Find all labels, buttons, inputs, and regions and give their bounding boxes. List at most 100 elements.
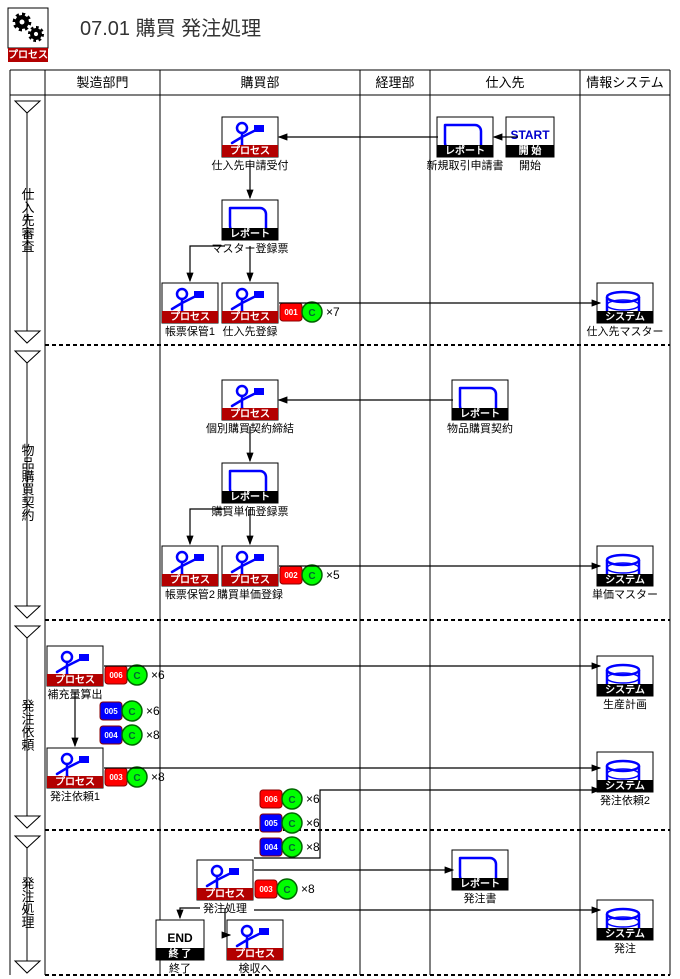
phase-label-p1: 仕入先審査: [20, 188, 35, 253]
node-proc_issue: プロセス発注処理003C×8: [197, 860, 315, 915]
node-proc_order_req: プロセス発注依頼1003C×8: [47, 748, 165, 803]
node-proc_price_reg: プロセス購買単価登録002 C ×5: [217, 546, 340, 601]
node-badge_row7: 004 C ×8: [260, 837, 320, 857]
node-sys_order_req2: システム発注依頼2: [597, 752, 653, 807]
svg-text:システム: システム: [605, 928, 645, 940]
svg-text:004: 004: [104, 731, 118, 740]
svg-text:C: C: [128, 707, 135, 718]
svg-text:プロセス: プロセス: [170, 573, 210, 586]
node-label-sys_order: 発注: [614, 941, 636, 955]
svg-text:×8: ×8: [151, 770, 165, 784]
svg-text:システム: システム: [605, 574, 645, 586]
phase-label-p2: 物品購買契約: [20, 444, 35, 522]
svg-text:003: 003: [259, 885, 273, 894]
node-label-sys_plan: 生産計画: [603, 697, 647, 711]
node-sys_order: システム発注: [597, 900, 653, 955]
svg-text:レポート: レポート: [460, 407, 500, 420]
node-end: END終 了終了: [156, 920, 204, 975]
svg-text:開 始: 開 始: [519, 144, 542, 157]
lane-header-acct: 経理部: [375, 75, 414, 90]
node-label-rep_po: 発注書: [464, 891, 497, 905]
svg-text:レポート: レポート: [460, 877, 500, 890]
node-label-end: 終了: [169, 961, 191, 975]
node-label-start1: 開始: [519, 158, 541, 172]
node-badge_row5: 006 C ×6: [260, 789, 320, 809]
svg-text:001: 001: [284, 308, 298, 317]
node-rep_new: レポート新規取引申請書: [427, 117, 504, 172]
lane-header-sys: 情報システム: [586, 75, 664, 90]
svg-text:終 了: 終 了: [169, 947, 192, 960]
lane-header-buy: 購買部: [240, 75, 279, 90]
svg-text:×6: ×6: [306, 816, 320, 830]
svg-text:プロセス: プロセス: [230, 407, 270, 420]
svg-text:C: C: [133, 671, 140, 682]
node-label-proc_price_reg: 購買単価登録: [217, 587, 283, 601]
node-badge_row3: 004 C ×8: [100, 725, 160, 745]
node-start1: START 開 始開始: [506, 117, 554, 172]
node-proc_calc: プロセス補充量算出006C×6: [47, 646, 165, 701]
node-label-proc_vendor_reg: 仕入先登録: [223, 324, 278, 338]
node-label-sys_vendor: 仕入先マスター: [587, 325, 664, 338]
svg-text:004: 004: [264, 843, 278, 852]
flowchart-canvas: プロセス 07.01 購買 発注処理製造部門 購買部 経理部 仕入先 情報システム仕入先審…: [0, 0, 680, 979]
lane-header-supplier: 仕入先: [485, 75, 524, 90]
svg-text:プロセス: プロセス: [230, 310, 270, 323]
svg-text:プロセス: プロセス: [170, 310, 210, 323]
node-rep_po: レポート発注書: [452, 850, 508, 905]
svg-text:システム: システム: [605, 311, 645, 323]
node-proc_keep1: プロセス帳票保管1: [162, 283, 218, 338]
svg-text:プロセス: プロセス: [55, 775, 95, 788]
node-sys_vendor: システム仕入先マスター: [587, 283, 664, 338]
node-sys_price: システム単価マスター: [592, 546, 658, 601]
node-label-rep_goods: 物品購買契約: [447, 421, 513, 435]
node-badge_row2: 005 C ×6: [100, 701, 160, 721]
svg-text:レポート: レポート: [230, 490, 270, 503]
node-proc_keep2: プロセス帳票保管2: [162, 546, 218, 601]
phase-label-p4: 発注処理: [20, 877, 35, 929]
svg-text:006: 006: [109, 671, 123, 680]
svg-text:×8: ×8: [306, 840, 320, 854]
phase-label-p3: 発注依頼: [20, 699, 35, 751]
svg-text:C: C: [283, 885, 290, 896]
node-label-proc_keep1: 帳票保管1: [165, 324, 215, 338]
svg-text:C: C: [288, 843, 295, 854]
node-label-sys_price: 単価マスター: [592, 587, 658, 601]
svg-text:005: 005: [264, 819, 278, 828]
node-proc_to_recv: プロセス検収へ: [227, 920, 283, 975]
svg-text:002: 002: [284, 571, 298, 580]
svg-text:プロセス: プロセス: [230, 144, 270, 157]
svg-text:プロセス: プロセス: [235, 947, 275, 960]
node-label-proc_order_req: 発注依頼1: [50, 789, 100, 803]
svg-text:レポート: レポート: [230, 227, 270, 240]
node-label-proc_to_recv: 検収へ: [239, 961, 272, 975]
svg-text:005: 005: [104, 707, 118, 716]
svg-text:C: C: [128, 731, 135, 742]
svg-text:006: 006: [264, 795, 278, 804]
svg-text:プロセス: プロセス: [230, 573, 270, 586]
svg-text:C: C: [308, 571, 315, 582]
svg-text:×6: ×6: [151, 668, 165, 682]
page-header: プロセス 07.01 購買 発注処理: [8, 8, 261, 62]
svg-text:システム: システム: [605, 780, 645, 792]
node-label-proc_keep2: 帳票保管2: [165, 587, 215, 601]
lane-header-mfg: 製造部門: [76, 75, 128, 90]
svg-text:×8: ×8: [146, 728, 160, 742]
svg-text:C: C: [288, 819, 295, 830]
edge-proc_issue-end: [180, 908, 200, 918]
svg-text:プロセス: プロセス: [55, 673, 95, 686]
node-proc_vendor_reg: プロセス仕入先登録 001 C ×7: [222, 283, 340, 338]
svg-text:レポート: レポート: [445, 144, 485, 157]
svg-text:003: 003: [109, 773, 123, 782]
page-title: 07.01 購買 発注処理: [80, 17, 261, 40]
node-sys_plan: システム生産計画: [597, 656, 653, 711]
svg-text:×5: ×5: [326, 568, 340, 582]
svg-text:×7: ×7: [326, 305, 340, 319]
header-icon-label: プロセス: [8, 48, 48, 61]
svg-text:×6: ×6: [306, 792, 320, 806]
svg-text:C: C: [288, 795, 295, 806]
svg-text:C: C: [308, 308, 315, 319]
svg-text:×6: ×6: [146, 704, 160, 718]
svg-text:START: START: [510, 128, 550, 142]
node-label-rep_new: 新規取引申請書: [427, 158, 504, 172]
svg-text:プロセス: プロセス: [205, 887, 245, 900]
